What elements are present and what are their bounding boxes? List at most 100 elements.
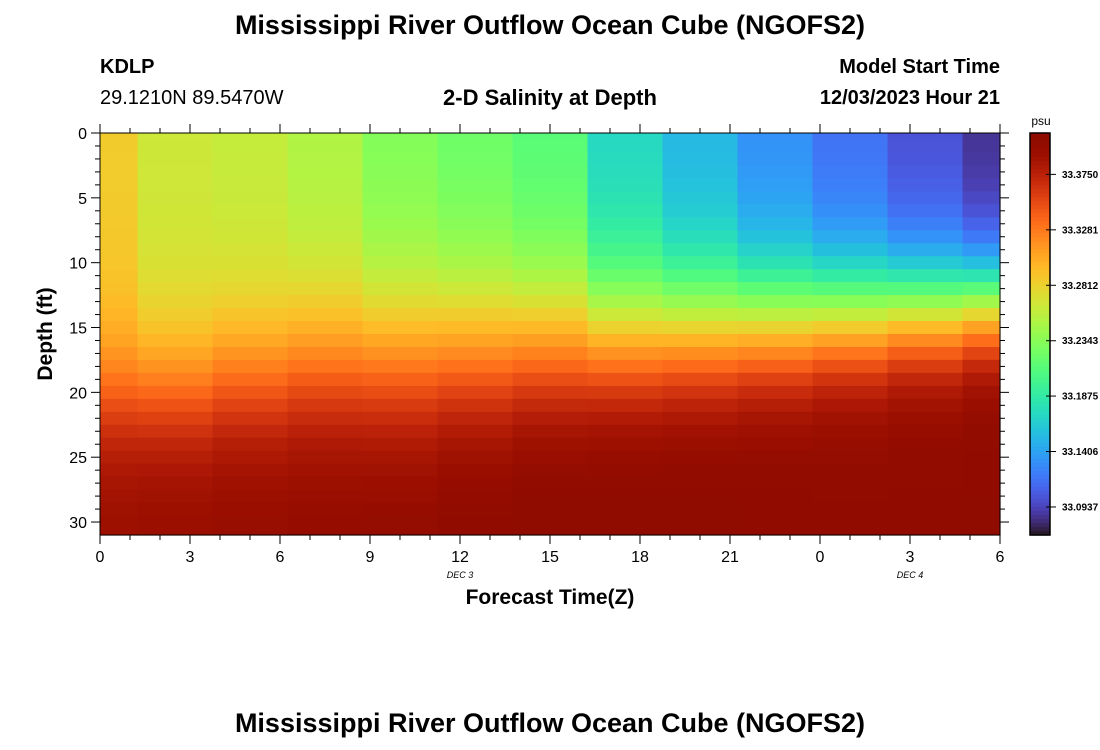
heatmap-cell	[812, 321, 889, 335]
heatmap-cell	[362, 230, 439, 244]
colorbar-segment	[1030, 181, 1050, 186]
heatmap-cell	[512, 347, 589, 361]
heatmap-cell	[662, 308, 739, 322]
colorbar-segment	[1030, 257, 1050, 263]
heatmap-cell	[137, 321, 214, 335]
heatmap-cell	[137, 476, 214, 491]
heatmap-cell	[962, 282, 1001, 296]
heatmap-cell	[212, 450, 289, 465]
heatmap-cell	[287, 502, 364, 517]
heatmap-cell	[287, 334, 364, 348]
heatmap-cell	[212, 347, 289, 361]
colorbar-segment	[1030, 261, 1050, 267]
heatmap-cell	[812, 308, 889, 322]
heatmap-cell	[212, 437, 289, 452]
heatmap-cell	[100, 502, 139, 517]
colorbar-segment	[1030, 438, 1050, 444]
heatmap-cell	[662, 359, 739, 374]
heatmap-cell	[512, 191, 589, 205]
heatmap-cell	[512, 178, 589, 192]
heatmap-cell	[212, 282, 289, 296]
heatmap-cell	[137, 152, 214, 167]
heatmap-cell	[662, 256, 739, 270]
heatmap-cell	[512, 437, 589, 452]
heatmap-cell	[212, 165, 289, 179]
heatmap-cell	[437, 152, 514, 167]
colorbar-segment	[1030, 189, 1050, 194]
colorbar-segment	[1030, 418, 1050, 424]
colorbar-segment	[1030, 289, 1050, 295]
heatmap-cell	[662, 450, 739, 465]
heatmap-cell	[962, 359, 1001, 374]
y-axis-label: Depth (ft)	[34, 287, 57, 380]
colorbar-segment	[1030, 241, 1050, 247]
heatmap-cell	[362, 152, 439, 167]
heatmap-cell	[587, 152, 664, 167]
heatmap-cell	[737, 450, 814, 465]
heatmap-cell	[437, 347, 514, 361]
heatmap-cell	[362, 372, 439, 387]
colorbar-segment	[1030, 478, 1050, 484]
colorbar-segment	[1030, 378, 1050, 383]
heatmap-cell	[100, 515, 139, 536]
heatmap-cell	[437, 230, 514, 244]
heatmap-cell	[437, 411, 514, 426]
colorbar-segment	[1030, 317, 1050, 323]
colorbar-segment	[1030, 374, 1050, 379]
heatmap-cell	[137, 347, 214, 361]
heatmap-cell	[812, 359, 889, 374]
heatmap-cell	[437, 256, 514, 270]
heatmap-cell	[662, 489, 739, 504]
heatmap-cell	[737, 133, 814, 141]
heatmap-cell	[212, 178, 289, 192]
heatmap-cell	[962, 334, 1001, 348]
colorbar-frame	[1029, 132, 1051, 536]
heatmap-cell	[137, 282, 214, 296]
heatmap-cell	[587, 191, 664, 205]
heatmap-cell	[662, 476, 739, 491]
heatmap-cell	[512, 476, 589, 491]
heatmap-cell	[137, 191, 214, 205]
heatmap-cell	[437, 308, 514, 322]
heatmap-cell	[212, 424, 289, 439]
heatmap-cell	[587, 133, 664, 141]
heatmap-cell	[887, 347, 964, 361]
next-chart-title: Mississippi River Outflow Ocean Cube (NG…	[234, 708, 866, 738]
heatmap-cell	[812, 372, 889, 387]
heatmap-cell	[100, 152, 139, 167]
heatmap-cell	[812, 217, 889, 231]
heatmap-cell	[662, 139, 739, 154]
heatmap-cell	[662, 295, 739, 309]
heatmap-cell	[587, 502, 664, 517]
colorbar-segment	[1030, 386, 1050, 391]
heatmap-cell	[100, 230, 139, 244]
heatmap-cell	[812, 152, 889, 167]
colorbar-segment	[1030, 526, 1050, 532]
colorbar-segment	[1030, 141, 1050, 146]
chart-title: Mississippi River Outflow Ocean Cube (NG…	[234, 10, 866, 40]
heatmap-cell	[812, 269, 889, 283]
colorbar-segment	[1030, 149, 1050, 154]
heatmap-cell	[812, 347, 889, 361]
heatmap-cell	[137, 502, 214, 517]
heatmap-cell	[212, 139, 289, 154]
heatmap-cell	[812, 476, 889, 491]
heatmap-cell	[212, 204, 289, 218]
colorbar-segment	[1030, 414, 1050, 420]
heatmap-cell	[512, 256, 589, 270]
heatmap-cell	[212, 133, 289, 141]
heatmap-cell	[437, 178, 514, 192]
heatmap-cell	[812, 165, 889, 179]
heatmap-cell	[512, 230, 589, 244]
heatmap-cell	[437, 372, 514, 387]
heatmap-cell	[737, 489, 814, 504]
heatmap-cell	[287, 372, 364, 387]
x-tick-label: 9	[366, 549, 375, 566]
heatmap-cell	[737, 204, 814, 218]
heatmap-cell	[100, 308, 139, 322]
heatmap-cell	[137, 385, 214, 400]
heatmap-cell	[737, 502, 814, 517]
colorbar-segment	[1030, 390, 1050, 395]
heatmap-cell	[962, 347, 1001, 361]
heatmap-cell	[362, 347, 439, 361]
